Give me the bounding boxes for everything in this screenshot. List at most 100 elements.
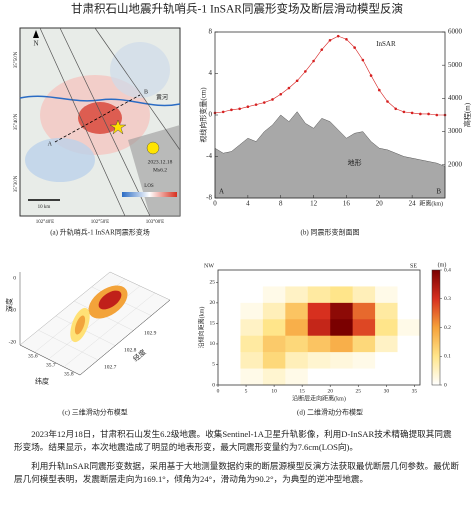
x-tick-label: 5 (245, 388, 248, 394)
event-magnitude: Ms6.2 (153, 167, 167, 173)
slip-cell (218, 270, 241, 287)
x-tick-label: 25 (356, 388, 362, 394)
slip-cell (352, 286, 376, 304)
slip-cell (285, 352, 309, 369)
insar-point (279, 92, 283, 96)
colorbar-label: 0.3 (444, 296, 451, 302)
slip-cell (218, 368, 241, 386)
se-label: SE (410, 263, 417, 269)
slip-cell (352, 319, 376, 337)
insar-point (435, 113, 439, 117)
x-tick-label: 15 (299, 388, 305, 394)
slip-cell (375, 302, 398, 320)
x-tick-label: 35 (412, 388, 418, 394)
point-a: A (48, 141, 53, 147)
slip-cell (262, 302, 286, 320)
z-label: 深度 (5, 298, 14, 312)
slip-cell (285, 302, 309, 320)
insar-point (304, 70, 307, 73)
lat-tick: 35.7 (46, 362, 56, 368)
model-3d (19, 271, 171, 376)
paragraph: 2023年12月18日，甘肃积石山发生6.2级地震。收集Sentinel-1A卫… (14, 429, 452, 452)
slip-cell (375, 319, 398, 337)
end-label: B (436, 188, 441, 196)
slip-cell (262, 286, 286, 304)
slip-cell (397, 319, 421, 337)
slip-cell (352, 352, 376, 369)
lon-label: 102°40'E (36, 220, 54, 225)
x-tick-label: 0 (213, 200, 217, 208)
slip-cell (397, 352, 421, 369)
paragraph: 利用升轨InSAR同震形变数据，采用基于大地测量数据约束的断层源模型反演方法获取… (14, 461, 459, 484)
legend-label: InSAR (376, 40, 396, 48)
figure: 甘肃积石山地震升轨哨兵-1 InSAR同震形变场及断层滑动模型反演 N 35°5… (5, 2, 472, 417)
y-tick-label: 0 (209, 111, 213, 119)
x-tick-label: 8 (279, 200, 283, 208)
slip-cell (218, 352, 241, 369)
slip-cell (397, 286, 421, 304)
x-tick-label: 4 (246, 200, 250, 208)
lat-label: 35°50'N (14, 51, 19, 68)
insar-point (271, 98, 274, 101)
y-axis-label: 沿倾向距离(km) (197, 307, 205, 349)
insar-point (230, 108, 233, 112)
slip-cell (352, 302, 376, 320)
y-axis-label: 视线向形变量(cm) (199, 87, 208, 143)
y2-tick-label: 5000 (448, 61, 463, 69)
slip-cell (285, 270, 309, 287)
slip-cell (307, 352, 331, 369)
colorbar-label: 0 (444, 382, 447, 388)
slip-cell (307, 302, 331, 320)
slip-cell (330, 368, 353, 386)
slip-cell (375, 335, 398, 353)
y-tick-label: 25 (210, 280, 216, 286)
colorbar-label: 0.2 (444, 325, 451, 331)
insar-point (353, 46, 356, 49)
slip-cell (285, 368, 309, 386)
lon-tick: 102.7 (104, 364, 117, 370)
slip-cell (262, 270, 286, 287)
slip-cell (285, 319, 309, 337)
slip-cell (218, 335, 241, 353)
slip-cell (218, 302, 241, 320)
caption: (a) 升轨哨兵-1 InSAR同震形变场 (50, 228, 150, 237)
insar-point (361, 58, 365, 62)
north: N (33, 40, 38, 48)
slip-cell (330, 319, 353, 337)
caption: (b) 同震形变剖面图 (301, 228, 360, 237)
y-tick-label: 20 (210, 300, 216, 306)
slip-cell (375, 352, 398, 369)
insar-point (369, 74, 373, 77)
insar-point (246, 105, 250, 108)
x-tick-label: 12 (310, 200, 318, 208)
x-axis-label: 沿断层走向距离(km) (292, 394, 346, 402)
slip-cell (307, 319, 331, 337)
insar-point (377, 88, 381, 92)
x-tick-label: 20 (327, 388, 333, 394)
slip-cell (397, 368, 421, 386)
y-tick-label: 4 (209, 69, 213, 77)
map-scale: 10 km (38, 205, 51, 210)
slip-cell (240, 270, 264, 287)
slip-cell (352, 368, 376, 386)
y-tick-label: -4 (206, 152, 212, 160)
insar-point (254, 103, 258, 106)
slip-cell (307, 286, 331, 304)
slip-cell (262, 335, 286, 353)
point-b: B (144, 89, 148, 95)
slip-cell (375, 368, 398, 386)
caption: (d) 二维滑动分布模型 (297, 408, 363, 417)
slip-cell (397, 302, 421, 320)
y-tick-label: 8 (209, 28, 213, 36)
insar-point (410, 111, 414, 115)
y2-axis-label: 高程(m) (463, 102, 472, 127)
y2-tick-label: 4000 (448, 94, 463, 102)
slip-cell (307, 270, 331, 287)
slip-cell (240, 319, 264, 337)
slip-cell (240, 335, 264, 353)
lat-axis-label: 纬度 (35, 377, 49, 386)
slip-cell (330, 302, 353, 320)
colorbar-label: 0.4 (444, 267, 451, 273)
slip-cell (240, 368, 264, 386)
slip-cell (218, 319, 241, 337)
